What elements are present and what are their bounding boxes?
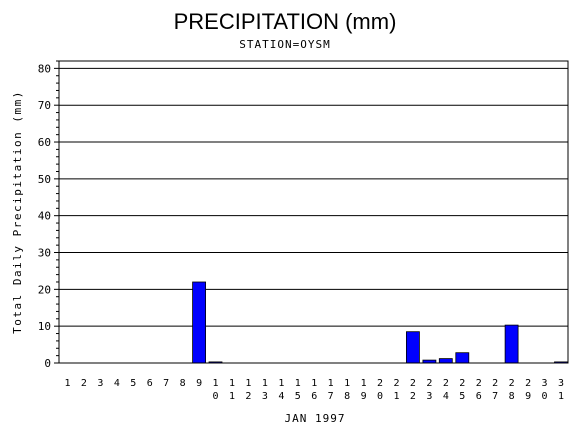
svg-text:6: 6	[147, 378, 153, 389]
svg-text:30: 30	[542, 378, 548, 402]
x-tick-label-1: 1	[64, 378, 70, 389]
svg-text:19: 19	[361, 378, 367, 402]
svg-text:9: 9	[196, 378, 202, 389]
y-axis-label: Total Daily Precipitation (mm)	[11, 90, 24, 334]
svg-text:14: 14	[278, 378, 284, 402]
x-tick-label-7: 7	[163, 378, 169, 389]
svg-text:11: 11	[229, 378, 235, 402]
x-tick-label-3: 3	[97, 378, 103, 389]
svg-text:22: 22	[410, 378, 416, 402]
svg-text:8: 8	[180, 378, 186, 389]
y-tick-label-0: 0	[44, 357, 51, 370]
bar-day-25	[455, 352, 470, 364]
svg-text:10: 10	[213, 378, 219, 402]
chart-subtitle: STATION=OYSM	[239, 38, 330, 51]
svg-text:29: 29	[525, 378, 531, 402]
svg-text:25: 25	[459, 378, 465, 402]
svg-text:31: 31	[558, 378, 564, 402]
svg-text:27: 27	[492, 378, 498, 402]
gridlines	[59, 67, 568, 327]
svg-text:1: 1	[64, 378, 70, 389]
svg-text:24: 24	[443, 378, 449, 402]
x-tick-label-2: 2	[81, 378, 87, 389]
svg-text:12: 12	[245, 378, 251, 402]
x-tick-label-9: 9	[196, 378, 202, 389]
x-tick-label-6: 6	[147, 378, 153, 389]
svg-text:13: 13	[262, 378, 268, 402]
svg-text:15: 15	[295, 378, 301, 402]
svg-text:20: 20	[377, 378, 383, 402]
y-tick-labels: 0 10 20 30 40 50 60 70 80	[38, 62, 51, 370]
x-tick-label-8: 8	[180, 378, 186, 389]
svg-text:23: 23	[426, 378, 432, 402]
y-tick-label-70: 70	[38, 99, 51, 112]
svg-text:3: 3	[97, 378, 103, 389]
chart-title: PRECIPITATION (mm)	[174, 9, 397, 34]
y-tick-label-40: 40	[38, 210, 51, 223]
y-tick-label-60: 60	[38, 136, 51, 149]
axes	[54, 60, 569, 364]
plot-frame	[58, 60, 569, 364]
svg-text:7: 7	[163, 378, 169, 389]
y-tick-label-80: 80	[38, 62, 51, 75]
svg-text:16: 16	[311, 378, 317, 402]
svg-text:4: 4	[114, 378, 120, 389]
bar-day-24	[438, 358, 453, 364]
svg-text:17: 17	[328, 378, 334, 402]
x-tick-label-4: 4	[114, 378, 120, 389]
svg-text:21: 21	[393, 378, 399, 402]
bar-day-9	[192, 281, 207, 364]
x-tick-label-5: 5	[130, 378, 136, 389]
svg-text:5: 5	[130, 378, 136, 389]
x-axis-label: JAN 1997	[285, 412, 346, 425]
y-tick-label-50: 50	[38, 173, 51, 186]
svg-text:26: 26	[476, 378, 482, 402]
y-tick-label-10: 10	[38, 320, 51, 333]
y-tick-label-20: 20	[38, 283, 51, 296]
svg-text:18: 18	[344, 378, 350, 402]
x-tick-labels: 1 2 3 4 5 6 7 8 9 1 01 11 21 31 41 51 61 71 81 92 02 12 22 32 42…	[64, 378, 564, 402]
bar-day-22	[405, 331, 420, 364]
bars	[192, 281, 568, 364]
y-tick-label-30: 30	[38, 247, 51, 260]
svg-text:2: 2	[81, 378, 87, 389]
svg-text:28: 28	[509, 378, 515, 402]
bar-day-28	[504, 324, 519, 364]
